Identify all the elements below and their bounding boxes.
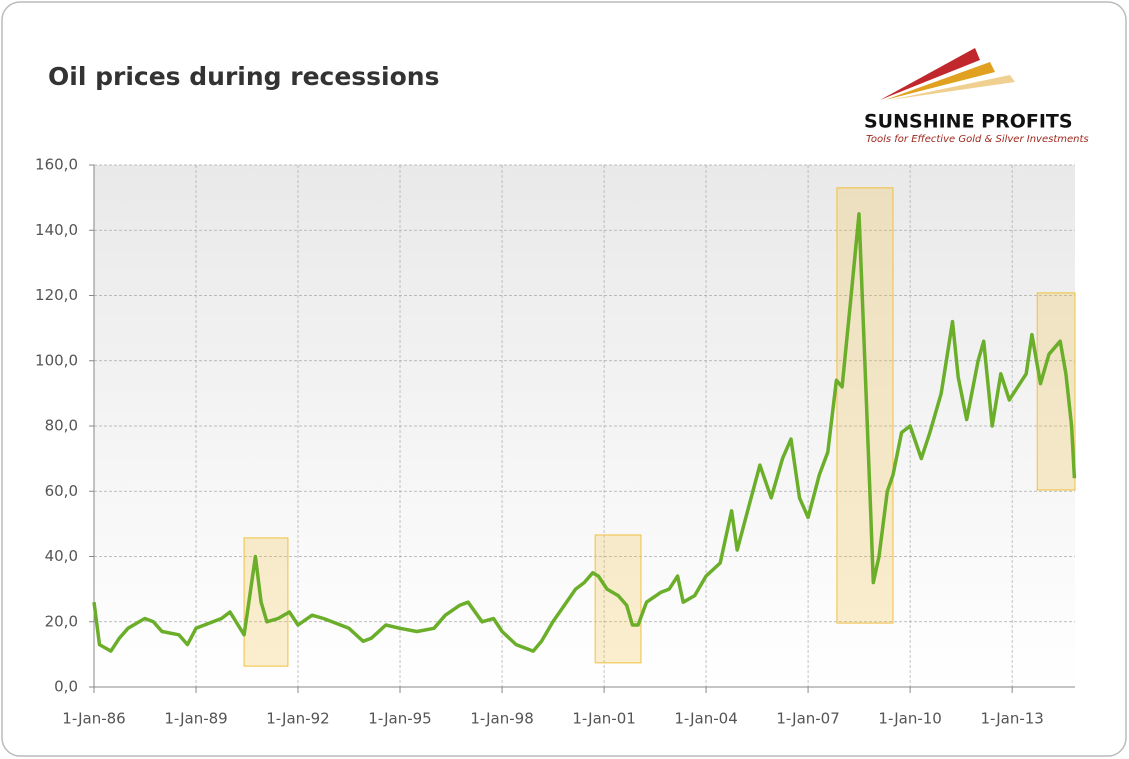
recession-box [243, 537, 289, 667]
y-tick-label: 20,0 [45, 612, 78, 630]
logo-ray [885, 62, 995, 100]
logo-ray [890, 75, 1015, 100]
x-tick-label: 1-Jan-86 [62, 710, 125, 728]
y-tick-label: 120,0 [35, 286, 78, 304]
x-tick-label: 1-Jan-95 [368, 710, 431, 728]
price-line [92, 212, 1077, 653]
y-tick-label: 100,0 [35, 351, 78, 369]
y-tick-label: 40,0 [45, 547, 78, 565]
logo-ray [880, 48, 980, 100]
logo-tagline: Tools for Effective Gold & Silver Invest… [866, 134, 1089, 145]
x-tick-label: 1-Jan-89 [164, 710, 227, 728]
x-tick-label: 1-Jan-04 [674, 710, 737, 728]
y-tick-label: 0,0 [54, 678, 78, 696]
chart-title: Oil prices during recessions [48, 62, 439, 91]
y-tick-label: 80,0 [45, 417, 78, 435]
x-tick-label: 1-Jan-13 [980, 710, 1043, 728]
y-tick-label: 60,0 [45, 482, 78, 500]
x-tick-label: 1-Jan-01 [572, 710, 635, 728]
logo-name: SUNSHINE PROFITS [864, 111, 1073, 133]
logo: SUNSHINE PROFITS Tools for Effective Gol… [864, 48, 1089, 145]
x-tick-label: 1-Jan-07 [776, 710, 839, 728]
y-tick-label: 160,0 [35, 156, 78, 174]
x-tick-label: 1-Jan-98 [470, 710, 533, 728]
recession-box [594, 534, 642, 664]
x-tick-label: 1-Jan-92 [266, 710, 329, 728]
y-tick-label: 140,0 [35, 221, 78, 239]
x-tick-label: 1-Jan-10 [878, 710, 941, 728]
